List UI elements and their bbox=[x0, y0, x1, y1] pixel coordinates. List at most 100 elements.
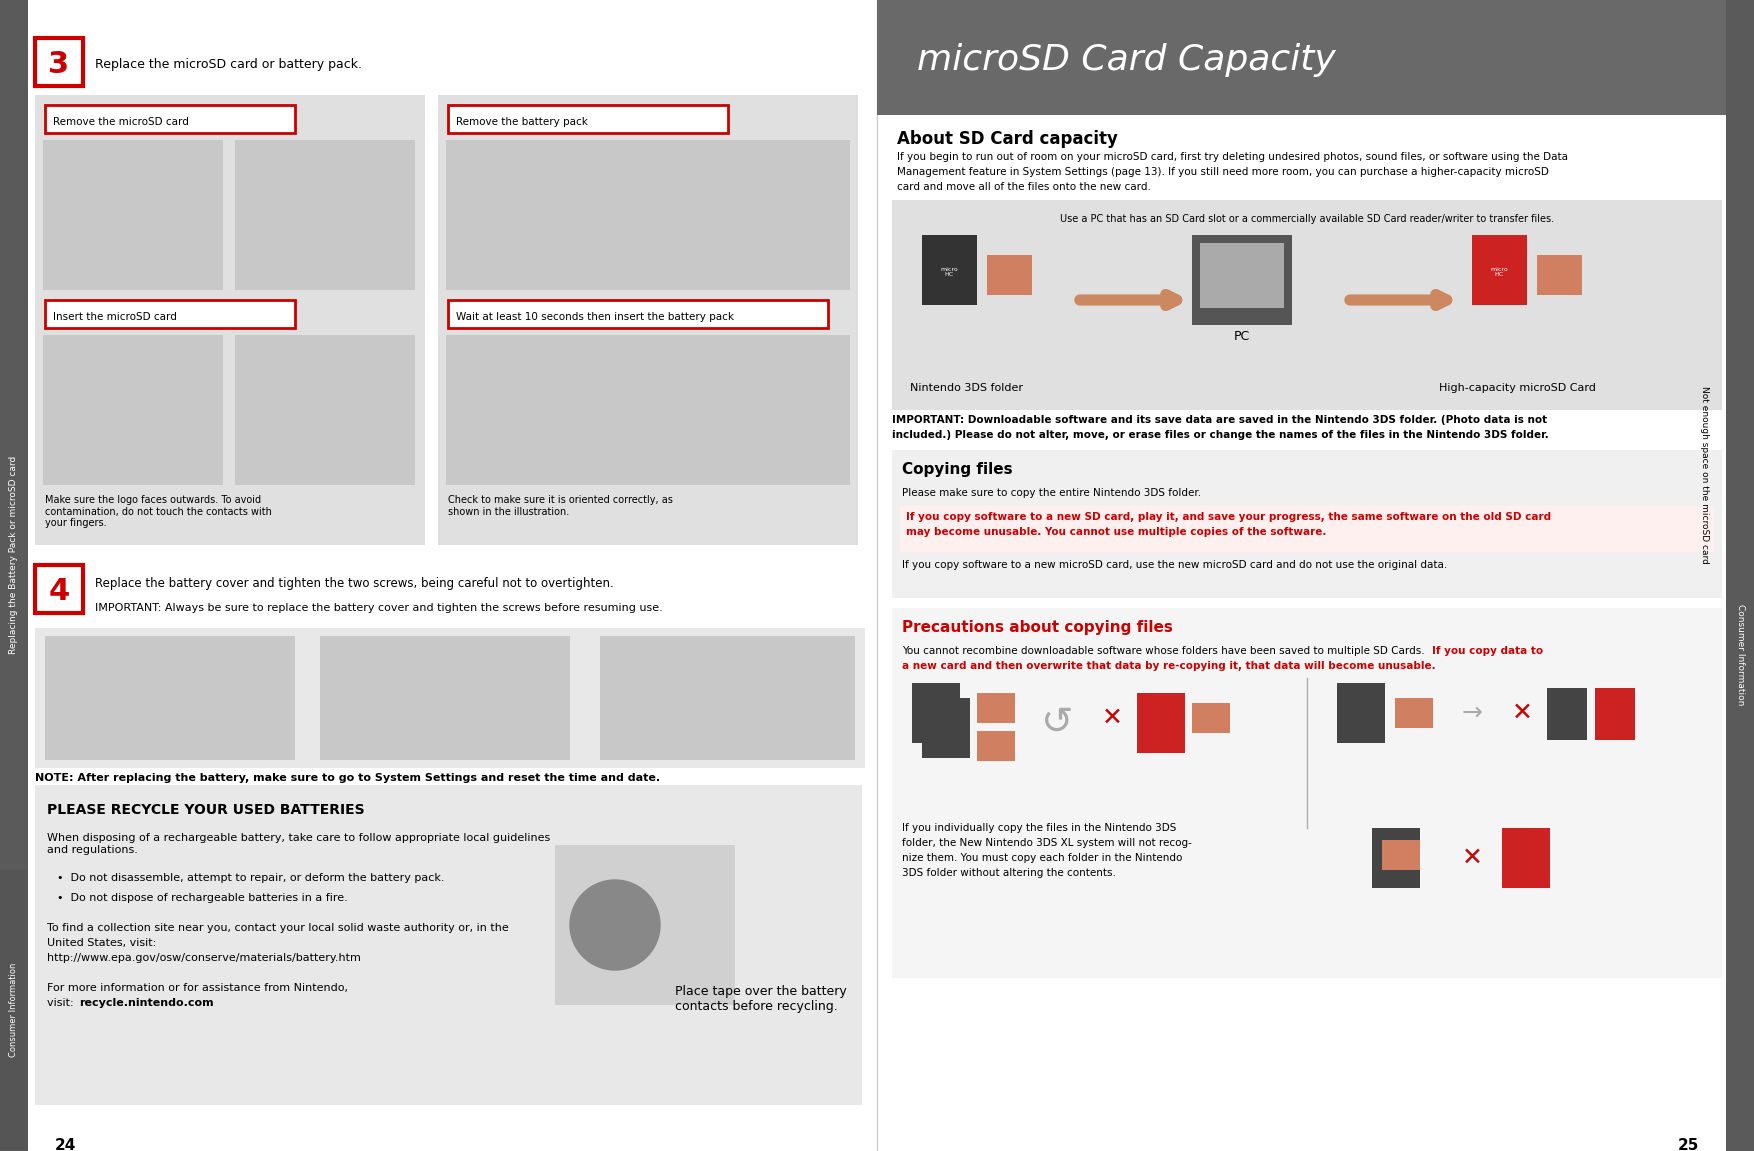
Bar bbox=[446, 335, 851, 485]
Text: To find a collection site near you, contact your local solid waste authority or,: To find a collection site near you, cont… bbox=[47, 923, 509, 933]
Bar bbox=[35, 565, 82, 613]
Text: 3DS folder without altering the contents.: 3DS folder without altering the contents… bbox=[902, 868, 1116, 878]
Text: For more information or for assistance from Nintendo,: For more information or for assistance f… bbox=[47, 983, 347, 993]
Bar bbox=[923, 235, 977, 305]
Bar bbox=[1193, 235, 1293, 325]
Text: Replace the battery cover and tighten the two screws, being careful not to overt: Replace the battery cover and tighten th… bbox=[95, 577, 614, 589]
Text: →: → bbox=[1461, 701, 1482, 725]
Bar bbox=[1200, 243, 1284, 308]
Bar bbox=[912, 683, 959, 744]
Text: NOTE: After replacing the battery, make sure to go to System Settings and reset : NOTE: After replacing the battery, make … bbox=[35, 773, 660, 783]
Text: Check to make sure it is oriented correctly, as
shown in the illustration.: Check to make sure it is oriented correc… bbox=[447, 495, 674, 517]
Text: visit:: visit: bbox=[47, 998, 77, 1008]
Circle shape bbox=[570, 881, 660, 970]
Text: PLEASE RECYCLE YOUR USED BATTERIES: PLEASE RECYCLE YOUR USED BATTERIES bbox=[47, 803, 365, 817]
Text: If you individually copy the files in the Nintendo 3DS: If you individually copy the files in th… bbox=[902, 823, 1177, 833]
Bar bbox=[1537, 256, 1582, 295]
Text: Precautions about copying files: Precautions about copying files bbox=[902, 620, 1173, 635]
Bar bbox=[0, 0, 28, 1151]
Text: 3: 3 bbox=[49, 49, 70, 78]
Bar bbox=[893, 200, 1722, 410]
Text: Replace the microSD card or battery pack.: Replace the microSD card or battery pack… bbox=[95, 58, 361, 70]
Bar bbox=[1193, 703, 1230, 733]
Text: High-capacity microSD Card: High-capacity microSD Card bbox=[1438, 383, 1596, 392]
Text: IMPORTANT: Downloadable software and its save data are saved in the Nintendo 3DS: IMPORTANT: Downloadable software and its… bbox=[893, 416, 1547, 425]
Text: micro
HC: micro HC bbox=[1491, 267, 1508, 277]
Bar bbox=[1726, 0, 1754, 1151]
Text: Copying files: Copying files bbox=[902, 462, 1012, 477]
Bar bbox=[554, 845, 735, 1005]
Text: If you copy software to a new SD card, play it, and save your progress, the same: If you copy software to a new SD card, p… bbox=[907, 512, 1551, 523]
Text: Not enough space on the microSD card: Not enough space on the microSD card bbox=[1700, 386, 1708, 564]
Bar bbox=[446, 140, 851, 290]
Bar bbox=[1337, 683, 1386, 744]
Text: nize them. You must copy each folder in the Nintendo: nize them. You must copy each folder in … bbox=[902, 853, 1182, 863]
Text: Place tape over the battery
contacts before recycling.: Place tape over the battery contacts bef… bbox=[675, 985, 847, 1013]
Bar bbox=[35, 38, 82, 86]
Text: Replacing the Battery Pack or microSD card: Replacing the Battery Pack or microSD ca… bbox=[9, 456, 19, 654]
Text: If you copy software to a new microSD card, use the new microSD card and do not : If you copy software to a new microSD ca… bbox=[902, 561, 1447, 570]
Bar bbox=[923, 698, 970, 759]
Text: Please make sure to copy the entire Nintendo 3DS folder.: Please make sure to copy the entire Nint… bbox=[902, 488, 1201, 498]
Text: 24: 24 bbox=[54, 1138, 77, 1151]
Bar bbox=[1372, 828, 1421, 889]
Bar bbox=[447, 300, 828, 328]
Bar bbox=[988, 256, 1031, 295]
Text: 25: 25 bbox=[1677, 1138, 1700, 1151]
Text: •  Do not disassemble, attempt to repair, or deform the battery pack.: • Do not disassemble, attempt to repair,… bbox=[56, 872, 444, 883]
Bar bbox=[438, 96, 858, 546]
Bar bbox=[877, 0, 1726, 115]
Text: ✕: ✕ bbox=[1512, 701, 1533, 725]
Text: Make sure the logo faces outwards. To avoid
contamination, do not touch the cont: Make sure the logo faces outwards. To av… bbox=[46, 495, 272, 528]
Bar bbox=[46, 637, 295, 760]
Text: Use a PC that has an SD Card slot or a commercially available SD Card reader/wri: Use a PC that has an SD Card slot or a c… bbox=[1059, 214, 1554, 224]
Text: Wait at least 10 seconds then insert the battery pack: Wait at least 10 seconds then insert the… bbox=[456, 312, 733, 322]
Bar bbox=[235, 140, 416, 290]
Bar bbox=[235, 335, 416, 485]
Bar bbox=[44, 140, 223, 290]
Text: PC: PC bbox=[1233, 330, 1251, 343]
Bar bbox=[1501, 828, 1551, 889]
Text: IMPORTANT: Always be sure to replace the battery cover and tighten the screws be: IMPORTANT: Always be sure to replace the… bbox=[95, 603, 663, 613]
Text: 4: 4 bbox=[49, 577, 70, 605]
Text: Nintendo 3DS folder: Nintendo 3DS folder bbox=[910, 383, 1024, 392]
Text: Management feature in System Settings (page 13). If you still need more room, yo: Management feature in System Settings (p… bbox=[896, 167, 1549, 177]
Text: Insert the microSD card: Insert the microSD card bbox=[53, 312, 177, 322]
Text: Remove the battery pack: Remove the battery pack bbox=[456, 117, 588, 127]
Bar bbox=[46, 300, 295, 328]
Text: Remove the microSD card: Remove the microSD card bbox=[53, 117, 189, 127]
Text: a new card and then overwrite that data by re-copying it, that data will become : a new card and then overwrite that data … bbox=[902, 661, 1435, 671]
Text: If you begin to run out of room on your microSD card, first try deleting undesir: If you begin to run out of room on your … bbox=[896, 152, 1568, 162]
Text: card and move all of the files onto the new card.: card and move all of the files onto the … bbox=[896, 182, 1151, 192]
Bar bbox=[46, 105, 295, 134]
Bar bbox=[1382, 840, 1421, 870]
Text: If you copy data to: If you copy data to bbox=[1431, 646, 1544, 656]
Text: folder, the New Nintendo 3DS XL system will not recog-: folder, the New Nintendo 3DS XL system w… bbox=[902, 838, 1193, 848]
Text: United States, visit:: United States, visit: bbox=[47, 938, 156, 948]
Text: Consumer Information: Consumer Information bbox=[9, 963, 19, 1057]
Bar bbox=[447, 105, 728, 134]
Text: You cannot recombine downloadable software whose folders have been saved to mult: You cannot recombine downloadable softwa… bbox=[902, 646, 1424, 656]
Bar bbox=[1137, 693, 1186, 753]
Text: About SD Card capacity: About SD Card capacity bbox=[896, 130, 1117, 148]
Text: may become unusable. You cannot use multiple copies of the software.: may become unusable. You cannot use mult… bbox=[907, 527, 1326, 538]
Bar bbox=[1472, 235, 1528, 305]
Text: micro
HC: micro HC bbox=[940, 267, 958, 277]
Bar bbox=[893, 450, 1722, 599]
Bar bbox=[1594, 688, 1635, 740]
Bar bbox=[893, 608, 1722, 978]
Bar bbox=[1394, 698, 1433, 727]
Bar bbox=[1547, 688, 1587, 740]
Text: Consumer Information: Consumer Information bbox=[1735, 604, 1745, 706]
Text: recycle.nintendo.com: recycle.nintendo.com bbox=[79, 998, 214, 1008]
Bar bbox=[900, 506, 1714, 552]
Bar bbox=[35, 785, 861, 1105]
Bar bbox=[600, 637, 854, 760]
Bar bbox=[35, 628, 865, 768]
Text: http://www.epa.gov/osw/conserve/materials/battery.htm: http://www.epa.gov/osw/conserve/material… bbox=[47, 953, 361, 963]
Bar bbox=[35, 96, 424, 546]
Text: •  Do not dispose of rechargeable batteries in a fire.: • Do not dispose of rechargeable batteri… bbox=[56, 893, 347, 904]
Text: ↺: ↺ bbox=[1040, 704, 1073, 742]
Bar bbox=[319, 637, 570, 760]
Bar bbox=[977, 693, 1016, 723]
